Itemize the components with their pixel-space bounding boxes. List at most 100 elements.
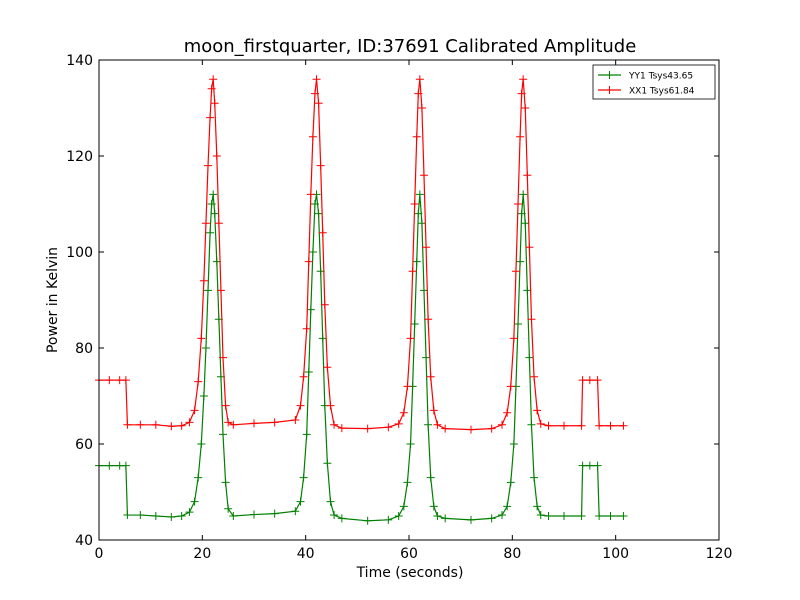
data-point	[422, 353, 431, 362]
data-point	[229, 512, 238, 520]
data-point	[151, 420, 160, 429]
data-point	[185, 418, 194, 427]
data-point	[214, 219, 223, 228]
data-point	[506, 382, 515, 391]
data-point	[219, 353, 227, 362]
data-point	[467, 425, 475, 434]
data-point	[527, 420, 536, 429]
data-point	[121, 461, 130, 470]
data-point	[498, 511, 506, 520]
data-point	[314, 99, 323, 108]
data-point	[514, 320, 523, 328]
data-point	[204, 161, 213, 170]
data-point	[384, 515, 393, 524]
data-point	[310, 89, 319, 98]
data-point	[403, 478, 412, 487]
data-point	[429, 502, 438, 511]
data-point	[516, 132, 525, 141]
x-tick-label: 20	[193, 546, 211, 562]
data-point	[201, 219, 210, 228]
x-tick-label: 100	[602, 546, 629, 562]
data-point	[511, 267, 520, 276]
data-point	[199, 276, 208, 285]
data-point	[308, 132, 317, 141]
data-point	[207, 84, 216, 93]
data-point	[330, 420, 339, 429]
data-point	[536, 419, 545, 428]
data-point	[415, 190, 424, 199]
data-point	[506, 478, 515, 487]
data-point	[530, 473, 539, 482]
data-point	[533, 406, 542, 415]
data-point	[221, 401, 230, 410]
data-point	[190, 497, 199, 506]
data-point	[318, 334, 327, 343]
data-point	[216, 286, 225, 295]
data-point	[441, 514, 450, 523]
data-point	[212, 152, 221, 160]
data-point	[330, 511, 339, 520]
series-line-0	[99, 194, 624, 522]
data-point	[487, 424, 496, 433]
data-point	[291, 507, 300, 516]
data-point	[593, 376, 602, 385]
data-point	[167, 422, 176, 431]
data-point	[521, 104, 530, 112]
data-point	[577, 512, 586, 520]
data-point	[384, 423, 393, 432]
data-point	[136, 420, 145, 429]
data-point	[585, 376, 594, 385]
data-point	[544, 512, 553, 520]
data-point	[426, 473, 435, 482]
data-point	[509, 334, 518, 343]
data-point	[121, 376, 130, 385]
data-point	[429, 406, 438, 415]
data-point	[619, 421, 628, 430]
data-point	[585, 461, 594, 470]
data-point	[533, 502, 542, 511]
data-point	[527, 315, 536, 324]
data-point	[519, 75, 528, 84]
data-point	[399, 502, 408, 511]
data-point	[363, 424, 372, 433]
legend-label: YY1 Tsys43.65	[628, 72, 693, 82]
legend-entry: XX1 Tsys61.84	[598, 86, 695, 97]
data-point	[424, 420, 433, 429]
legend-label: XX1 Tsys61.84	[629, 87, 695, 97]
data-point	[419, 171, 428, 180]
data-point	[619, 512, 628, 520]
series-1	[95, 75, 628, 434]
data-point	[417, 219, 426, 228]
data-point	[105, 376, 114, 385]
data-point	[224, 504, 233, 513]
data-point	[177, 421, 186, 430]
legend-marker	[605, 71, 614, 79]
data-point	[530, 372, 539, 381]
data-point	[578, 376, 587, 385]
data-point	[422, 243, 431, 252]
data-point	[595, 421, 604, 430]
data-point	[523, 286, 532, 295]
data-point	[209, 75, 218, 84]
data-point	[299, 473, 308, 482]
data-point	[523, 171, 532, 180]
legend-entry: YY1 Tsys43.65	[598, 71, 693, 82]
data-point	[593, 461, 602, 470]
data-point	[394, 419, 403, 428]
data-point	[210, 99, 219, 108]
y-axis-label: Power in Kelvin	[45, 247, 61, 353]
data-point	[410, 320, 419, 328]
data-point	[399, 408, 408, 417]
data-point	[521, 219, 530, 228]
plot-area: 0 20 40 60 80 100 120 40 60 80 100 120 140	[66, 53, 732, 562]
legend-box	[592, 64, 716, 100]
data-point	[197, 440, 206, 448]
data-point	[414, 209, 423, 218]
data-point	[514, 200, 523, 208]
data-point	[310, 200, 319, 208]
data-point	[302, 324, 311, 333]
data-point	[201, 344, 210, 352]
data-point	[318, 228, 327, 237]
y-tick-label: 100	[66, 245, 93, 261]
data-point	[410, 200, 419, 208]
